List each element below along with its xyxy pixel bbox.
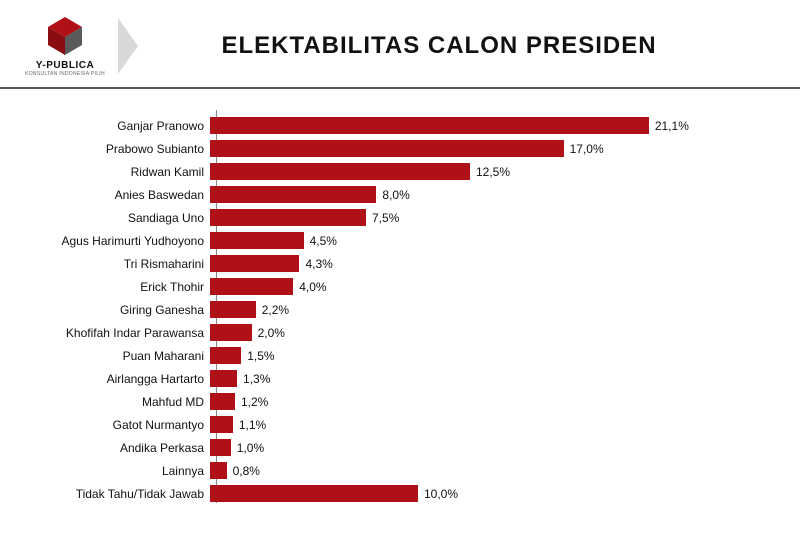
candidate-label: Ridwan Kamil bbox=[30, 165, 210, 179]
bar bbox=[210, 439, 231, 456]
bar-track: 1,1% bbox=[210, 416, 770, 433]
chart-row: Andika Perkasa 1,0% bbox=[30, 436, 770, 459]
chart-row: Anies Baswedan 8,0% bbox=[30, 183, 770, 206]
candidate-label: Prabowo Subianto bbox=[30, 142, 210, 156]
bar-track: 12,5% bbox=[210, 163, 770, 180]
bar-track: 17,0% bbox=[210, 140, 770, 157]
bar bbox=[210, 255, 299, 272]
candidate-label: Tidak Tahu/Tidak Jawab bbox=[30, 487, 210, 501]
value-label: 12,5% bbox=[476, 165, 510, 179]
bar bbox=[210, 301, 256, 318]
bar bbox=[210, 232, 304, 249]
bar bbox=[210, 416, 233, 433]
bar-track: 2,0% bbox=[210, 324, 770, 341]
chart-row: Puan Maharani 1,5% bbox=[30, 344, 770, 367]
chart-row: Sandiaga Uno 7,5% bbox=[30, 206, 770, 229]
bar bbox=[210, 140, 564, 157]
chart-row: Agus Harimurti Yudhoyono 4,5% bbox=[30, 229, 770, 252]
chevron-right-icon bbox=[118, 18, 138, 74]
bar-track: 4,0% bbox=[210, 278, 770, 295]
bar bbox=[210, 278, 293, 295]
logo-text: Y-PUBLICA bbox=[36, 60, 94, 71]
candidate-label: Airlangga Hartarto bbox=[30, 372, 210, 386]
value-label: 2,2% bbox=[262, 303, 289, 317]
bar-track: 2,2% bbox=[210, 301, 770, 318]
chart-row: Mahfud MD 1,2% bbox=[30, 390, 770, 413]
bar-track: 0,8% bbox=[210, 462, 770, 479]
candidate-label: Andika Perkasa bbox=[30, 441, 210, 455]
value-label: 17,0% bbox=[570, 142, 604, 156]
bar bbox=[210, 209, 366, 226]
value-label: 7,5% bbox=[372, 211, 399, 225]
value-label: 10,0% bbox=[424, 487, 458, 501]
chart-row: Khofifah Indar Parawansa 2,0% bbox=[30, 321, 770, 344]
bar-track: 21,1% bbox=[210, 117, 770, 134]
value-label: 1,3% bbox=[243, 372, 270, 386]
candidate-label: Giring Ganesha bbox=[30, 303, 210, 317]
chart-row: Ganjar Pranowo 21,1% bbox=[30, 114, 770, 137]
chart-row: Tidak Tahu/Tidak Jawab 10,0% bbox=[30, 482, 770, 505]
value-label: 1,1% bbox=[239, 418, 266, 432]
bar bbox=[210, 462, 227, 479]
bar bbox=[210, 324, 252, 341]
candidate-label: Ganjar Pranowo bbox=[30, 119, 210, 133]
bar-chart: Ganjar Pranowo 21,1% Prabowo Subianto 17,0%… bbox=[0, 89, 800, 525]
bar-track: 4,5% bbox=[210, 232, 770, 249]
chart-row: Ridwan Kamil 12,5% bbox=[30, 160, 770, 183]
chart-row: Airlangga Hartarto 1,3% bbox=[30, 367, 770, 390]
chart-row: Erick Thohir 4,0% bbox=[30, 275, 770, 298]
chart-row: Gatot Nurmantyo 1,1% bbox=[30, 413, 770, 436]
candidate-label: Puan Maharani bbox=[30, 349, 210, 363]
candidate-label: Khofifah Indar Parawansa bbox=[30, 326, 210, 340]
bar-track: 7,5% bbox=[210, 209, 770, 226]
candidate-label: Lainnya bbox=[30, 464, 210, 478]
value-label: 0,8% bbox=[233, 464, 260, 478]
candidate-label: Mahfud MD bbox=[30, 395, 210, 409]
value-label: 1,5% bbox=[247, 349, 274, 363]
bar bbox=[210, 370, 237, 387]
bar-track: 4,3% bbox=[210, 255, 770, 272]
value-label: 21,1% bbox=[655, 119, 689, 133]
value-label: 4,3% bbox=[305, 257, 332, 271]
bar bbox=[210, 117, 649, 134]
candidate-label: Sandiaga Uno bbox=[30, 211, 210, 225]
candidate-label: Erick Thohir bbox=[30, 280, 210, 294]
chart-row: Lainnya 0,8% bbox=[30, 459, 770, 482]
chart-row: Tri Rismaharini 4,3% bbox=[30, 252, 770, 275]
chart-row: Giring Ganesha 2,2% bbox=[30, 298, 770, 321]
bar bbox=[210, 186, 376, 203]
bar bbox=[210, 163, 470, 180]
page-title: ELEKTABILITAS CALON PRESIDEN bbox=[178, 32, 700, 60]
value-label: 4,0% bbox=[299, 280, 326, 294]
candidate-label: Gatot Nurmantyo bbox=[30, 418, 210, 432]
logo-subtext: KONSULTAN INDONESIA PILIH bbox=[25, 71, 105, 77]
bar-track: 1,0% bbox=[210, 439, 770, 456]
bar-track: 10,0% bbox=[210, 485, 770, 502]
header: Y-PUBLICA KONSULTAN INDONESIA PILIH ELEK… bbox=[0, 0, 800, 89]
bar-track: 1,3% bbox=[210, 370, 770, 387]
value-label: 8,0% bbox=[382, 188, 409, 202]
bar bbox=[210, 347, 241, 364]
value-label: 2,0% bbox=[258, 326, 285, 340]
candidate-label: Agus Harimurti Yudhoyono bbox=[30, 234, 210, 248]
candidate-label: Anies Baswedan bbox=[30, 188, 210, 202]
bar bbox=[210, 485, 418, 502]
bar-track: 1,2% bbox=[210, 393, 770, 410]
bar-track: 8,0% bbox=[210, 186, 770, 203]
value-label: 4,5% bbox=[310, 234, 337, 248]
logo-block: Y-PUBLICA KONSULTAN INDONESIA PILIH bbox=[20, 15, 110, 77]
bar bbox=[210, 393, 235, 410]
value-label: 1,2% bbox=[241, 395, 268, 409]
chart-row: Prabowo Subianto 17,0% bbox=[30, 137, 770, 160]
cube-logo-icon bbox=[44, 15, 86, 57]
bar-track: 1,5% bbox=[210, 347, 770, 364]
value-label: 1,0% bbox=[237, 441, 264, 455]
candidate-label: Tri Rismaharini bbox=[30, 257, 210, 271]
